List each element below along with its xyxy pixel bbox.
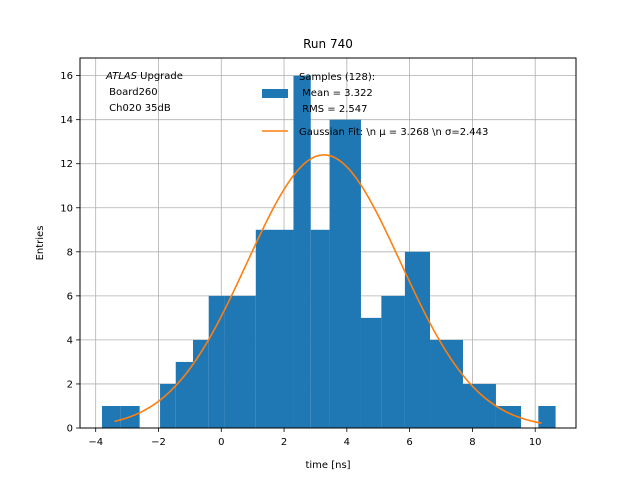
x-tick-label: 6 [406, 437, 412, 448]
histogram-bar [293, 75, 311, 428]
legend: Samples (128): Mean = 3.322 RMS = 2.547 … [262, 72, 488, 138]
axis-ticks: −4 −2 0 2 4 6 8 10 0 2 4 6 8 10 12 14 16 [60, 71, 541, 448]
x-axis-label: time [ns] [305, 460, 350, 471]
x-tick-label: −2 [151, 437, 166, 448]
histogram-bar [208, 295, 225, 428]
x-tick-label: 10 [529, 437, 542, 448]
histogram-bar [329, 119, 361, 429]
legend-histogram-line-3: RMS = 2.547 [299, 104, 367, 115]
histogram-bar [160, 383, 176, 428]
x-tick-label: 4 [344, 437, 350, 448]
histogram-bar [193, 339, 209, 428]
y-tick-label: 0 [67, 424, 73, 435]
y-tick-label: 10 [60, 203, 73, 214]
histogram-bar [175, 361, 194, 428]
legend-fit-label: Gaussian Fit: \n μ = 3.268 \n σ=2.443 [299, 127, 488, 138]
annotation-line-1-rest: Upgrade [137, 71, 183, 82]
legend-histogram-swatch [262, 89, 288, 98]
y-tick-label: 16 [60, 71, 73, 82]
histogram-bar [360, 317, 382, 428]
histogram-bar [495, 405, 522, 428]
histogram-bar [430, 339, 463, 428]
x-tick-label: −4 [88, 437, 103, 448]
y-tick-label: 8 [67, 247, 73, 258]
x-tick-label: 2 [281, 437, 287, 448]
gaussian-fit-curve [114, 154, 542, 424]
histogram-bar [224, 295, 256, 428]
annotation-line-3: Ch020 35dB [106, 103, 171, 114]
x-tick-label: 0 [218, 437, 224, 448]
histogram-bar [381, 295, 405, 428]
histogram-bar [310, 229, 330, 428]
plot-frame [79, 57, 577, 429]
x-tick-label: 8 [469, 437, 475, 448]
annotation-line-1: ATLAS Upgrade [105, 71, 183, 82]
fit-curve-layer [114, 154, 542, 424]
legend-histogram-line-1: Samples (128): [299, 72, 375, 83]
y-axis-label: Entries [35, 226, 46, 261]
histogram-bar [538, 405, 556, 428]
annotation-italic: ATLAS [105, 71, 138, 82]
annotation-line-2: Board260 [106, 87, 158, 98]
chart-title: Run 740 [303, 37, 353, 51]
y-tick-label: 6 [67, 291, 73, 302]
histogram-bar [255, 229, 294, 428]
legend-histogram-line-2: Mean = 3.322 [299, 88, 373, 99]
y-tick-label: 12 [60, 159, 73, 170]
histogram-bar [101, 405, 121, 428]
y-tick-label: 4 [67, 335, 73, 346]
histogram-bar [462, 383, 496, 428]
histogram-bars [101, 75, 556, 429]
y-tick-label: 2 [67, 379, 73, 390]
y-tick-label: 14 [60, 115, 73, 126]
